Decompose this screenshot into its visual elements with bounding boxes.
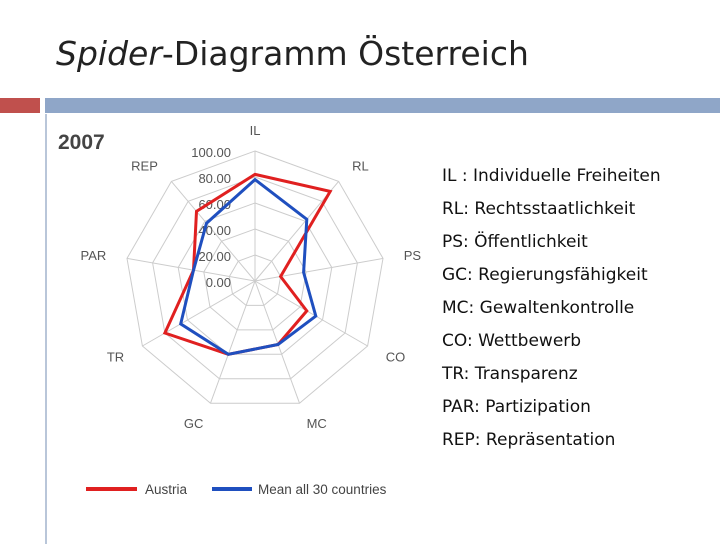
grid-spoke bbox=[210, 280, 256, 404]
slide-title-rest: -Diagramm Österreich bbox=[161, 34, 529, 73]
grid-ring bbox=[126, 150, 384, 404]
grid-spoke bbox=[254, 257, 384, 282]
legend-label: Mean all 30 countries bbox=[258, 482, 387, 497]
axis-label: CO bbox=[386, 350, 406, 365]
radial-tick-label: 0.00 bbox=[206, 275, 231, 290]
axis-label: PAR bbox=[81, 248, 107, 263]
axis-label: GC bbox=[184, 416, 204, 431]
grid-spoke bbox=[142, 280, 256, 347]
axis-label: MC bbox=[307, 416, 327, 431]
radial-tick-label: 100.00 bbox=[191, 145, 231, 160]
grid-spoke bbox=[254, 280, 368, 347]
series-line bbox=[178, 177, 318, 356]
abbreviation-item: TR: Transparenz bbox=[442, 364, 578, 384]
chart-axis-labels: IL RL PS CO MC GC TR PAR REP bbox=[81, 123, 422, 431]
grid-spoke bbox=[254, 280, 300, 404]
axis-label: IL bbox=[250, 123, 261, 138]
grid-spoke bbox=[126, 257, 256, 282]
chart-title: 2007 bbox=[58, 131, 105, 154]
abbreviation-item: REP: Repräsentation bbox=[442, 430, 616, 450]
abbreviation-item: IL : Individuelle Freiheiten bbox=[442, 166, 661, 186]
abbreviation-item: MC: Gewaltenkontrolle bbox=[442, 298, 635, 318]
axis-label: TR bbox=[107, 350, 124, 365]
chart-legend: Austria Mean all 30 countries bbox=[86, 482, 387, 497]
chart-series bbox=[162, 172, 333, 356]
radial-tick-label: 20.00 bbox=[198, 249, 231, 264]
grid-ring bbox=[152, 176, 358, 380]
grid-ring bbox=[228, 254, 282, 306]
abbreviation-item: CO: Wettbewerb bbox=[442, 331, 582, 351]
radial-tick-label: 80.00 bbox=[198, 171, 231, 186]
grid-ring bbox=[203, 228, 307, 331]
slide-title-italic: Spider bbox=[56, 34, 162, 73]
abbreviation-list: IL : Individuelle Freiheiten RL: Rechtsst… bbox=[442, 160, 661, 457]
accent-line bbox=[45, 114, 47, 544]
grid-ring bbox=[177, 202, 333, 355]
abbreviation-item: PS: Öffentlichkeit bbox=[442, 232, 588, 252]
slide-title: Spider-Diagramm Österreich bbox=[56, 34, 529, 73]
abbreviation-item: RL: Rechtsstaatlichkeit bbox=[442, 199, 636, 219]
abbreviation-item: GC: Regierungsfähigkeit bbox=[442, 265, 648, 285]
axis-label: PS bbox=[404, 248, 422, 263]
accent-bar-blue bbox=[45, 98, 720, 113]
axis-label: RL bbox=[352, 158, 369, 173]
chart-grid bbox=[126, 150, 384, 404]
legend-label: Austria bbox=[145, 482, 188, 497]
abbreviation-item: PAR: Partizipation bbox=[442, 397, 591, 417]
accent-bar-red bbox=[0, 98, 40, 113]
grid-spoke bbox=[171, 181, 256, 282]
axis-label: REP bbox=[131, 158, 158, 173]
